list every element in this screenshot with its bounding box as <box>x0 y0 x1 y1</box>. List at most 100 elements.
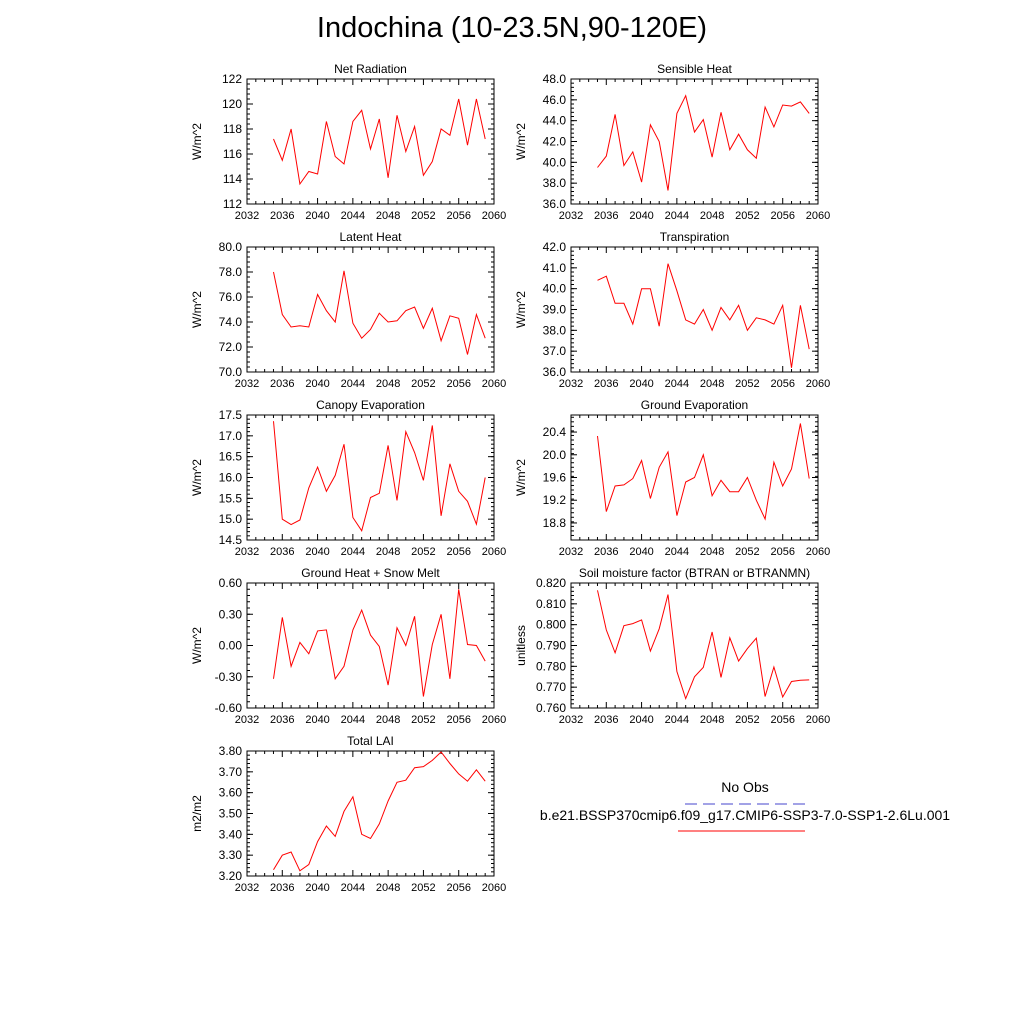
legend-entry-no-obs: No Obs <box>655 779 835 811</box>
y-tick-label: 3.40 <box>219 827 243 841</box>
y-axis-label: W/m^2 <box>190 627 204 664</box>
x-tick-label: 2048 <box>376 714 400 726</box>
y-tick-label: 114 <box>223 172 242 186</box>
y-tick-label: 42.0 <box>543 135 567 149</box>
y-tick-label: 40.0 <box>543 282 567 296</box>
x-tick-label: 2052 <box>735 210 759 222</box>
x-tick-label: 2044 <box>341 378 365 390</box>
x-tick-label: 2040 <box>305 714 329 726</box>
x-tick-label: 2032 <box>235 378 259 390</box>
x-tick-label: 2044 <box>665 546 689 558</box>
x-tick-label: 2032 <box>235 546 259 558</box>
x-tick-label: 2052 <box>735 378 759 390</box>
x-tick-label: 2044 <box>341 546 365 558</box>
x-tick-label: 2044 <box>665 714 689 726</box>
y-tick-label: 17.5 <box>219 408 243 422</box>
y-tick-label: 0.780 <box>536 659 566 673</box>
x-tick-label: 2040 <box>305 546 329 558</box>
x-tick-label: 2048 <box>376 882 400 894</box>
y-tick-label: 40.0 <box>543 155 567 169</box>
y-tick-label: 0.760 <box>536 701 566 715</box>
y-tick-label: 0.790 <box>536 639 566 653</box>
y-tick-label: 36.0 <box>543 365 567 379</box>
x-tick-label: 2056 <box>770 546 794 558</box>
x-tick-label: 2032 <box>559 546 583 558</box>
x-tick-label: 2040 <box>629 546 653 558</box>
y-tick-label: 122 <box>222 72 242 86</box>
x-tick-label: 2048 <box>376 546 400 558</box>
x-tick-label: 2036 <box>270 882 294 894</box>
y-tick-label: 72.0 <box>219 340 243 354</box>
x-tick-label: 2060 <box>482 378 506 390</box>
y-tick-label: 0.810 <box>536 597 566 611</box>
x-tick-label: 2048 <box>700 546 724 558</box>
chart-panel: Soil moisture factor (BTRAN or BTRANMN) u… <box>514 566 830 726</box>
y-tick-label: 0.00 <box>219 639 243 653</box>
legend-label-run: b.e21.BSSP370cmip6.f09_g17.CMIP6-SSP3-7.… <box>539 807 951 823</box>
y-tick-label: 78.0 <box>219 265 243 279</box>
y-tick-label: 3.20 <box>219 869 243 883</box>
x-tick-label: 2056 <box>446 210 470 222</box>
y-axis-label: W/m^2 <box>190 123 204 160</box>
x-tick-label: 2048 <box>700 210 724 222</box>
y-tick-label: 46.0 <box>543 93 567 107</box>
x-tick-label: 2044 <box>341 210 365 222</box>
y-axis-label: W/m^2 <box>514 291 528 328</box>
y-tick-label: 3.60 <box>219 786 243 800</box>
series-line <box>597 263 810 368</box>
y-tick-label: 3.70 <box>219 765 243 779</box>
plot-frame <box>570 78 819 205</box>
x-tick-label: 2032 <box>235 210 259 222</box>
y-tick-label: 112 <box>223 197 242 211</box>
chart-panel: Net Radiation W/m^2 2032 2036 2040 2044 2048 20… <box>190 62 506 222</box>
y-tick-label: 17.0 <box>219 429 243 443</box>
y-tick-label: 3.50 <box>219 807 243 821</box>
x-tick-label: 2048 <box>700 378 724 390</box>
y-tick-label: 74.0 <box>219 315 243 329</box>
y-tick-label: 16.5 <box>219 450 243 464</box>
series-line <box>273 98 486 186</box>
panel-title: Net Radiation <box>334 62 407 76</box>
series-line <box>597 423 810 521</box>
chart-panel: Sensible Heat W/m^2 2032 2036 2040 2044 2048 20… <box>514 62 830 222</box>
y-tick-label: -0.30 <box>215 670 243 684</box>
x-tick-label: 2056 <box>770 210 794 222</box>
panel-title: Transpiration <box>660 230 730 244</box>
y-tick-label: 0.800 <box>536 618 566 632</box>
chart-panel: Total LAI m2/m2 2032 2036 2040 2044 2048 2052 20… <box>190 734 506 894</box>
y-tick-label: 118 <box>223 122 242 136</box>
y-axis-label: m2/m2 <box>190 795 204 832</box>
y-tick-label: 116 <box>223 147 242 161</box>
x-tick-label: 2036 <box>270 378 294 390</box>
plot-frame <box>246 78 495 205</box>
y-tick-label: 19.6 <box>543 471 567 485</box>
y-tick-label: -0.60 <box>215 701 243 715</box>
x-tick-label: 2044 <box>341 882 365 894</box>
plot-frame <box>570 582 819 709</box>
legend-entry-run: b.e21.BSSP370cmip6.f09_g17.CMIP6-SSP3-7.… <box>520 807 970 839</box>
legend-swatch-dashed <box>685 803 805 805</box>
panel-title: Ground Evaporation <box>641 398 748 412</box>
y-tick-label: 120 <box>222 97 242 111</box>
x-tick-label: 2032 <box>559 210 583 222</box>
x-tick-label: 2052 <box>411 378 435 390</box>
y-tick-label: 14.5 <box>219 533 243 547</box>
x-tick-label: 2036 <box>270 210 294 222</box>
x-tick-label: 2048 <box>700 714 724 726</box>
x-tick-label: 2056 <box>446 714 470 726</box>
plot-frame <box>246 246 495 373</box>
x-tick-label: 2048 <box>376 378 400 390</box>
panel-title: Total LAI <box>347 734 394 748</box>
legend-swatch-solid <box>678 830 805 832</box>
x-tick-label: 2036 <box>270 546 294 558</box>
x-tick-label: 2060 <box>806 546 830 558</box>
y-axis-label: W/m^2 <box>514 459 528 496</box>
y-tick-label: 20.4 <box>543 425 567 439</box>
x-tick-label: 2056 <box>446 378 470 390</box>
x-tick-label: 2044 <box>665 378 689 390</box>
chart-panel: Latent Heat W/m^2 2032 2036 2040 2044 2048 2052… <box>190 230 506 390</box>
y-tick-label: 36.0 <box>543 197 567 211</box>
y-tick-label: 3.80 <box>219 744 243 758</box>
y-tick-label: 38.0 <box>543 323 567 337</box>
